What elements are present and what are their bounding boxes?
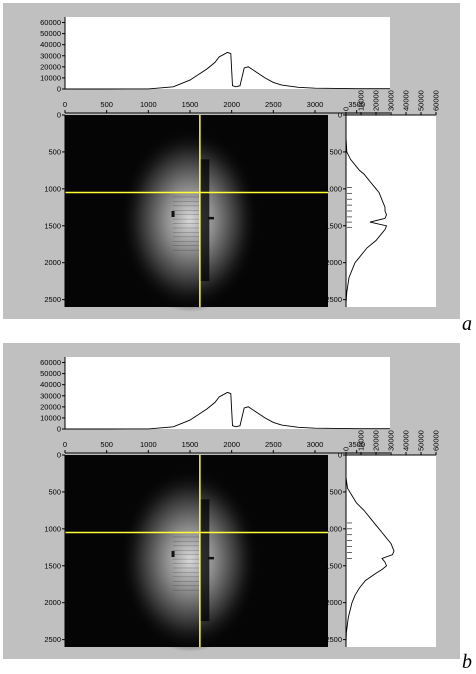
side-x-tick-label: 60000 (432, 430, 441, 451)
image-y-tick-label: 500 (48, 147, 61, 156)
top-y-tick-label: 20000 (40, 402, 61, 411)
side-x-tick-label: 10000 (357, 90, 366, 111)
side-x-tick-label: 10000 (357, 430, 366, 451)
image-y-tick-label: 2500 (44, 635, 61, 644)
panel-label-a: a (462, 313, 472, 335)
side-x-tick-label: 30000 (387, 430, 396, 451)
image-y-tick-label: 1000 (44, 524, 61, 533)
top-y-tick-label: 10000 (40, 73, 61, 82)
top-y-tick-label: 0 (57, 85, 61, 94)
side-x-tick-label: 20000 (372, 430, 381, 451)
top-y-tick-label: 20000 (40, 62, 61, 71)
image-x-tick-label: 1000 (140, 100, 157, 109)
side-y-tick-label: 0 (338, 451, 342, 460)
side-y-tick-label: 2000 (325, 258, 342, 267)
side-x-tick-label: 30000 (387, 90, 396, 111)
top-profile-line (65, 51, 390, 90)
image-x-tick-label: 1500 (182, 440, 199, 449)
side-y-tick-label: 2500 (325, 295, 342, 304)
image-y-tick-label: 1000 (44, 184, 61, 193)
side-profile-plot-area (346, 115, 436, 307)
side-x-tick-label: 50000 (417, 430, 426, 451)
top-y-tick-label: 30000 (40, 51, 61, 60)
side-x-tick-label: 0 (342, 107, 351, 111)
image-x-tick-label: 2500 (265, 440, 282, 449)
image-y-tick-label: 0 (57, 451, 61, 460)
side-x-tick-label: 40000 (402, 430, 411, 451)
top-profile-plot-area (65, 357, 390, 429)
image-y-tick-label: 0 (57, 111, 61, 120)
beam-spot (119, 467, 260, 652)
side-profile-plot-area (346, 455, 436, 647)
image-x-tick-label: 2000 (223, 440, 240, 449)
image-y-tick-label: 2500 (44, 295, 61, 304)
top-y-tick-label: 10000 (40, 413, 61, 422)
panel-label-b: b (462, 651, 472, 673)
beam-spot (119, 127, 260, 312)
top-y-tick-label: 50000 (40, 369, 61, 378)
image-artifact (207, 216, 214, 220)
top-y-tick-label: 60000 (40, 18, 61, 27)
side-x-tick-label: 50000 (417, 90, 426, 111)
image-y-tick-label: 1500 (44, 561, 61, 570)
image-artifact (207, 556, 214, 560)
beam-shadow (199, 499, 210, 622)
side-profile-line (345, 115, 388, 304)
image-x-tick-label: 3500 (348, 100, 365, 109)
image-y-tick-label: 1500 (44, 221, 61, 230)
side-profile-line (345, 455, 395, 644)
image-x-tick-label: 500 (100, 100, 113, 109)
side-x-tick-label: 20000 (372, 90, 381, 111)
image-y-tick-label: 2000 (44, 598, 61, 607)
image-x-tick-label: 1000 (140, 440, 157, 449)
image-x-tick-label: 3000 (307, 440, 324, 449)
image-x-tick-label: 0 (63, 100, 67, 109)
image-artifact (171, 211, 175, 217)
top-y-tick-label: 40000 (40, 40, 61, 49)
side-y-tick-label: 1500 (325, 221, 342, 230)
top-y-tick-label: 40000 (40, 380, 61, 389)
side-y-tick-label: 1000 (325, 524, 342, 533)
top-profile-line (65, 391, 390, 430)
panel-b: 0 10000 20000 30000 40000 50000 60000 0 500 1000 1… (3, 343, 460, 659)
intensity-image (65, 115, 328, 312)
side-y-tick-label: 1000 (325, 184, 342, 193)
side-y-tick-label: 1500 (325, 561, 342, 570)
image-x-tick-label: 0 (63, 440, 67, 449)
side-x-tick-label: 0 (342, 447, 351, 451)
image-x-tick-label: 3500 (348, 440, 365, 449)
top-y-tick-label: 0 (57, 425, 61, 434)
image-y-tick-label: 500 (48, 487, 61, 496)
side-y-tick-label: 0 (338, 111, 342, 120)
side-y-tick-label: 2000 (325, 598, 342, 607)
side-y-tick-label: 2500 (325, 635, 342, 644)
image-x-tick-label: 3000 (307, 100, 324, 109)
panel-a: 0 10000 20000 30000 40000 50000 60000 0 500 1000 1… (3, 3, 460, 319)
top-y-tick-label: 30000 (40, 391, 61, 400)
image-x-tick-label: 2000 (223, 100, 240, 109)
side-y-tick-label: 500 (329, 147, 342, 156)
image-y-tick-label: 2000 (44, 258, 61, 267)
top-y-tick-label: 50000 (40, 29, 61, 38)
beam-shadow (199, 159, 210, 282)
image-artifact (171, 551, 175, 557)
image-x-tick-label: 1500 (182, 100, 199, 109)
side-y-tick-label: 500 (329, 487, 342, 496)
image-x-tick-label: 500 (100, 440, 113, 449)
side-x-tick-label: 40000 (402, 90, 411, 111)
intensity-image (65, 455, 328, 652)
side-x-tick-label: 60000 (432, 90, 441, 111)
image-x-tick-label: 2500 (265, 100, 282, 109)
top-y-tick-label: 60000 (40, 358, 61, 367)
top-profile-plot-area (65, 17, 390, 89)
